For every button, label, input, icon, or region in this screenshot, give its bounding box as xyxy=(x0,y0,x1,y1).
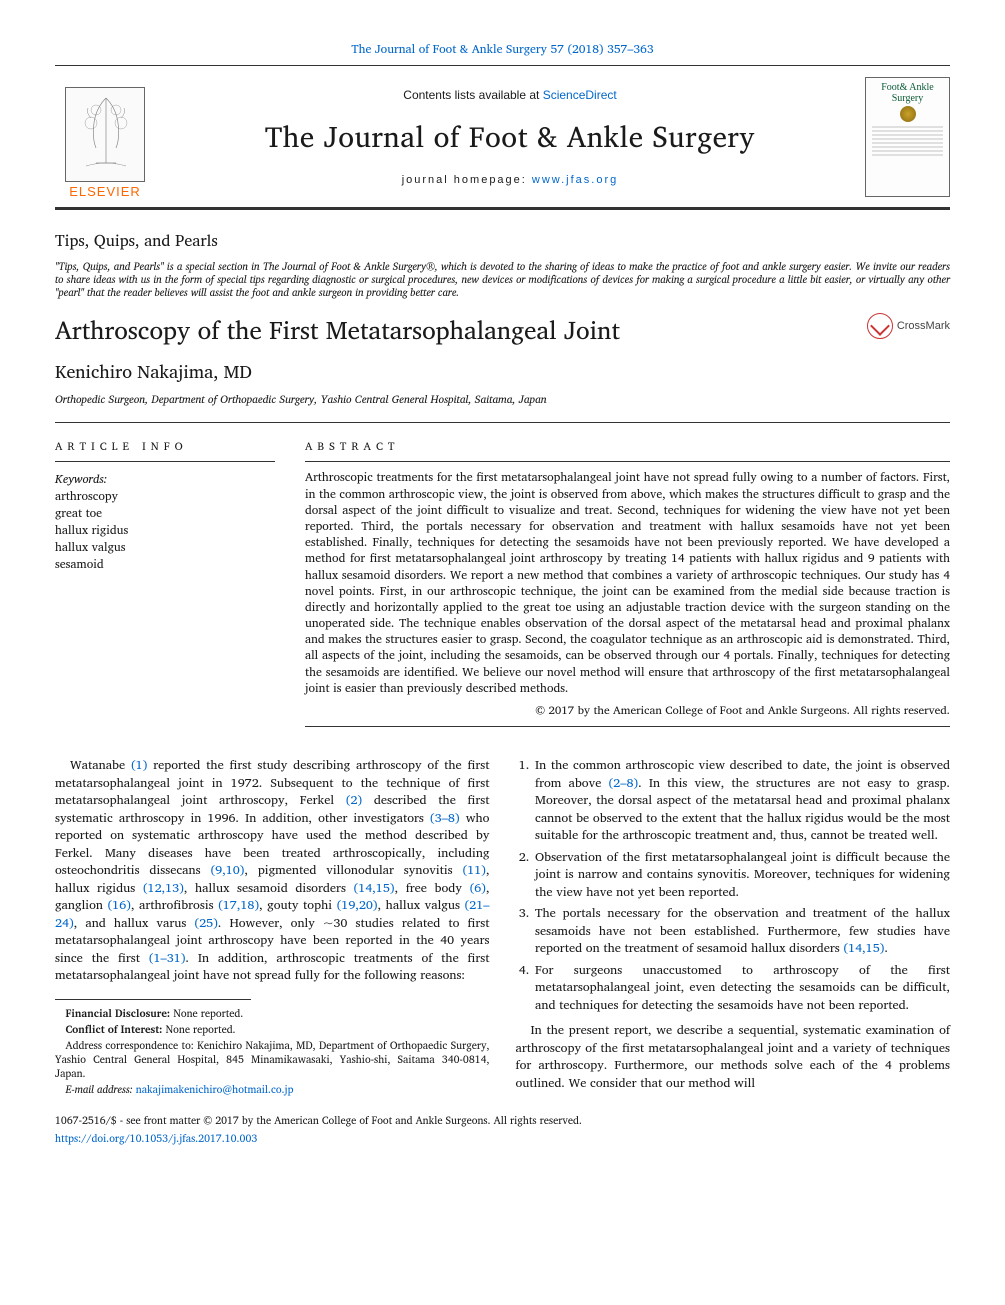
journal-name: The Journal of Foot & Ankle Surgery xyxy=(155,112,865,160)
closing-paragraph: In the present report, we describe a seq… xyxy=(516,1022,951,1092)
ref-link[interactable]: (14,15) xyxy=(843,938,884,958)
article-title: Arthroscopy of the First Metatarsophalan… xyxy=(55,309,867,350)
conflict-label: Conflict of Interest: xyxy=(66,1020,166,1038)
ref-link[interactable]: (3–8) xyxy=(430,808,460,828)
citation-header: The Journal of Foot & Ankle Surgery 57 (… xyxy=(55,40,950,59)
elsevier-tree-icon xyxy=(65,87,145,182)
ref-link[interactable]: (19,20) xyxy=(337,895,378,915)
abstract-copyright: © 2017 by the American College of Foot a… xyxy=(305,701,950,720)
front-matter-line: 1067-2516/$ - see front matter © 2017 by… xyxy=(55,1111,950,1129)
ref-link[interactable]: (1–31) xyxy=(149,948,186,968)
journal-homepage-link[interactable]: www.jfas.org xyxy=(532,174,618,186)
masthead: ELSEVIER Contents lists available at Sci… xyxy=(55,66,950,210)
ref-link[interactable]: (2–8) xyxy=(608,773,638,793)
contents-prefix: Contents lists available at xyxy=(403,88,542,102)
ref-link[interactable]: (1) xyxy=(131,755,147,775)
contents-available-line: Contents lists available at ScienceDirec… xyxy=(155,88,865,102)
journal-cover-thumbnail[interactable]: Foot& Ankle Surgery xyxy=(865,77,950,197)
intro-paragraph: Watanabe (1) reported the first study de… xyxy=(55,757,490,985)
citation-link[interactable]: The Journal of Foot & Ankle Surgery 57 (… xyxy=(351,40,653,59)
keyword-item: sesamoid xyxy=(55,557,275,574)
crossmark-badge[interactable]: CrossMark xyxy=(867,313,950,339)
reason-item: The portals necessary for the observatio… xyxy=(533,905,950,958)
reason-item: Observation of the first metatarsophalan… xyxy=(533,849,950,902)
abstract-text: Arthroscopic treatments for the first me… xyxy=(305,470,950,697)
ref-link[interactable]: (16) xyxy=(107,895,130,915)
page-footer: 1067-2516/$ - see front matter © 2017 by… xyxy=(55,1111,950,1147)
elsevier-wordmark: ELSEVIER xyxy=(69,184,141,199)
ref-link[interactable]: (2) xyxy=(346,790,362,810)
elsevier-logo[interactable]: ELSEVIER xyxy=(55,74,155,199)
section-intro: "Tips, Quips, and Pearls" is a special s… xyxy=(55,260,950,299)
abstract-heading: abstract xyxy=(305,437,950,455)
conflict-value: None reported. xyxy=(166,1020,236,1038)
doi-link[interactable]: https://doi.org/10.1053/j.jfas.2017.10.0… xyxy=(55,1129,257,1147)
email-label: E-mail address: xyxy=(66,1080,136,1098)
correspondence-address: Address correspondence to: Kenichiro Nak… xyxy=(55,1038,490,1081)
footnote-block: Financial Disclosure: None reported. Con… xyxy=(55,1006,490,1097)
footnote-separator xyxy=(55,999,251,1000)
homepage-prefix: journal homepage: xyxy=(402,174,532,186)
cover-body xyxy=(872,126,943,192)
author-name: Kenichiro Nakajima, MD xyxy=(55,356,950,386)
author-affiliation: Orthopedic Surgeon, Department of Orthop… xyxy=(55,390,950,408)
cover-seal-icon xyxy=(900,106,916,122)
body-columns: Watanabe (1) reported the first study de… xyxy=(55,757,950,1097)
journal-homepage-line: journal homepage: www.jfas.org xyxy=(155,174,865,186)
ref-link[interactable]: (9,10) xyxy=(210,860,244,880)
crossmark-icon xyxy=(867,313,893,339)
article-info-heading: article info xyxy=(55,437,275,455)
ref-link[interactable]: (12,13) xyxy=(143,878,184,898)
sciencedirect-link[interactable]: ScienceDirect xyxy=(543,88,617,102)
reason-item: In the common arthroscopic view describe… xyxy=(533,757,950,845)
reasons-list: In the common arthroscopic view describe… xyxy=(516,757,951,1014)
ref-link[interactable]: (17,18) xyxy=(218,895,259,915)
ref-link[interactable]: (25) xyxy=(194,913,217,933)
crossmark-label: CrossMark xyxy=(897,320,950,332)
section-label: Tips, Quips, and Pearls xyxy=(55,228,950,254)
abstract-column: abstract Arthroscopic treatments for the… xyxy=(305,437,950,735)
author-email-link[interactable]: nakajimakenichiro@hotmail.co.jp xyxy=(136,1080,294,1098)
article-info-column: article info Keywords: arthroscopy great… xyxy=(55,437,275,735)
cover-title: Foot& Ankle Surgery xyxy=(868,82,947,104)
reason-item: For surgeons unaccustomed to arthroscopy… xyxy=(533,962,950,1015)
keywords-list: arthroscopy great toe hallux rigidus hal… xyxy=(55,489,275,573)
